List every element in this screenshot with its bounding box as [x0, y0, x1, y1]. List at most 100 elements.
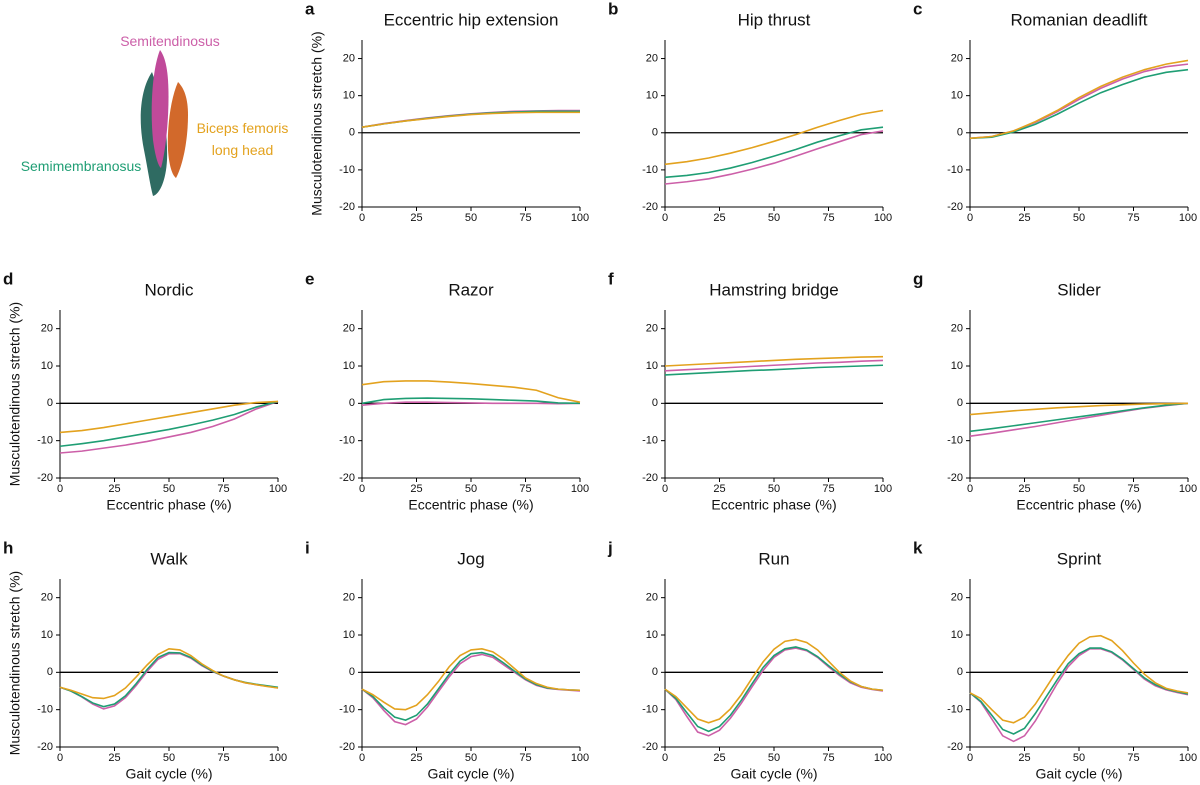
x-tick-label: 50: [163, 752, 175, 764]
x-tick-label: 25: [1018, 483, 1030, 495]
series-line: [664, 109, 884, 166]
x-tick-label: 100: [571, 212, 589, 224]
panel-label: h: [3, 538, 13, 557]
series-line: [664, 359, 884, 372]
y-tick-label: 10: [41, 629, 53, 641]
panel-label: c: [913, 0, 922, 18]
panel-title: Razor: [448, 280, 494, 299]
series-line: [361, 401, 581, 406]
y-tick-label: 10: [343, 360, 355, 372]
y-tick-label: -20: [37, 472, 53, 484]
x-tick-label: 25: [410, 752, 422, 764]
biceps-femoris-shape: [167, 82, 188, 178]
y-tick-label: -20: [339, 201, 355, 213]
panel-title: Slider: [1057, 280, 1101, 299]
x-tick-label: 100: [1179, 752, 1197, 764]
series-line: [361, 380, 581, 403]
panel-label: j: [607, 538, 613, 557]
series-line: [59, 647, 279, 700]
x-tick-label: 25: [108, 483, 120, 495]
y-tick-label: -10: [339, 435, 355, 447]
x-tick-label: 0: [662, 752, 668, 764]
panel-title: Hamstring bridge: [709, 280, 838, 299]
panel-title: Nordic: [144, 280, 194, 299]
x-tick-label: 50: [1073, 483, 1085, 495]
x-tick-label: 100: [874, 483, 892, 495]
y-tick-label: -10: [947, 704, 963, 716]
semitendinosus-shape: [151, 50, 169, 168]
muscle-illustration: [140, 50, 188, 196]
x-tick-label: 50: [768, 752, 780, 764]
panel-label: i: [305, 538, 310, 557]
x-tick-label: 75: [822, 483, 834, 495]
series-line: [59, 652, 279, 710]
panel-label: a: [305, 0, 315, 18]
y-tick-label: -10: [947, 164, 963, 176]
x-tick-label: 0: [662, 212, 668, 224]
y-tick-label: 20: [951, 323, 963, 335]
x-tick-label: 75: [519, 212, 531, 224]
series-line: [361, 648, 581, 711]
y-axis-label: Musculotendinous stretch (%): [7, 571, 23, 755]
y-tick-label: 20: [343, 592, 355, 604]
y-tick-label: 10: [41, 360, 53, 372]
y-tick-label: 0: [349, 666, 355, 678]
y-tick-label: 20: [343, 52, 355, 64]
x-tick-label: 75: [217, 752, 229, 764]
x-tick-label: 50: [465, 752, 477, 764]
y-tick-label: -20: [339, 741, 355, 753]
series-line: [969, 402, 1189, 433]
y-tick-label: -20: [339, 472, 355, 484]
x-tick-label: 75: [822, 752, 834, 764]
legend-label: Semitendinosus: [120, 33, 220, 49]
y-tick-label: 10: [646, 629, 658, 641]
x-tick-label: 0: [359, 212, 365, 224]
panel-title: Romanian deadlift: [1010, 10, 1147, 29]
series-line: [664, 647, 884, 737]
y-tick-label: -10: [642, 704, 658, 716]
series-line: [664, 364, 884, 376]
series-line: [664, 130, 884, 185]
series-line: [969, 59, 1189, 140]
x-axis-label: Gait cycle (%): [730, 766, 817, 782]
panel-title: Run: [758, 549, 789, 568]
x-tick-label: 75: [217, 483, 229, 495]
x-tick-label: 25: [108, 752, 120, 764]
x-axis-label: Eccentric phase (%): [106, 497, 231, 513]
x-tick-label: 0: [662, 483, 668, 495]
series-line: [361, 651, 581, 721]
x-tick-label: 0: [967, 483, 973, 495]
y-tick-label: -10: [37, 435, 53, 447]
series-line: [59, 400, 279, 454]
series-line: [361, 653, 581, 726]
series-line: [969, 647, 1189, 735]
x-axis-label: Eccentric phase (%): [1016, 497, 1141, 513]
y-tick-label: -20: [642, 201, 658, 213]
y-tick-label: -10: [642, 164, 658, 176]
panel-title: Jog: [457, 549, 484, 568]
x-tick-label: 75: [1127, 483, 1139, 495]
series-line: [969, 68, 1189, 140]
x-tick-label: 100: [571, 483, 589, 495]
x-axis-label: Gait cycle (%): [1035, 766, 1122, 782]
x-tick-label: 100: [269, 752, 287, 764]
x-tick-label: 25: [713, 752, 725, 764]
x-tick-label: 75: [1127, 752, 1139, 764]
x-tick-label: 0: [57, 483, 63, 495]
y-tick-label: -20: [642, 741, 658, 753]
y-tick-label: -10: [37, 704, 53, 716]
y-tick-label: 0: [349, 127, 355, 139]
series-line: [969, 648, 1189, 743]
y-tick-label: 10: [951, 360, 963, 372]
y-tick-label: 10: [343, 90, 355, 102]
series-line: [664, 355, 884, 367]
series-line: [361, 110, 580, 129]
y-axis-label: Musculotendinous stretch (%): [309, 31, 325, 215]
x-axis-label: Eccentric phase (%): [711, 497, 836, 513]
y-tick-label: 20: [41, 323, 53, 335]
x-axis-label: Gait cycle (%): [427, 766, 514, 782]
y-tick-label: -10: [339, 704, 355, 716]
series-line: [969, 634, 1189, 724]
x-tick-label: 25: [713, 483, 725, 495]
